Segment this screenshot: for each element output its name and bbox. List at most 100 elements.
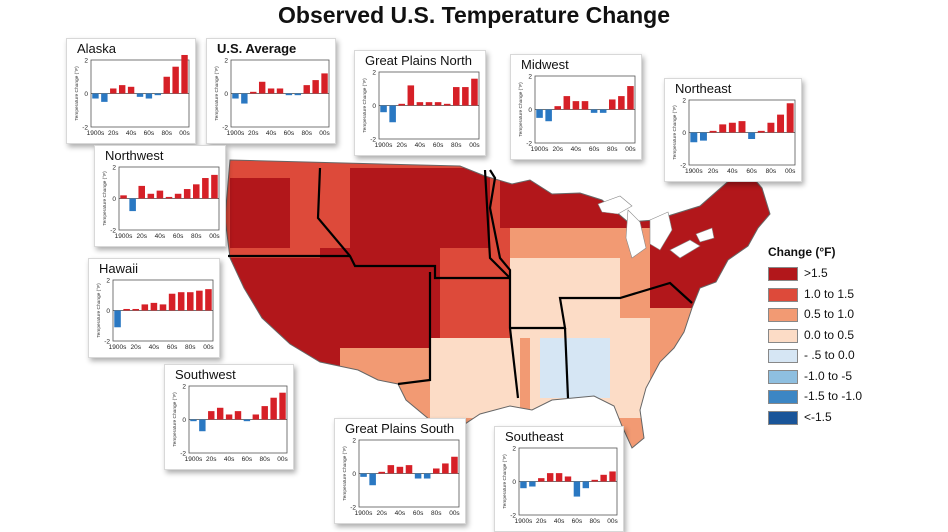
midwest-panel: Midwest 2 0 -2 Temperature Change (°F) 1900s…: [510, 54, 642, 160]
bar-1900s: [690, 132, 698, 143]
x-tick-label: 1900s: [109, 344, 127, 351]
y-tick-label: -2: [680, 163, 686, 170]
bar-1900s: [190, 419, 197, 422]
x-tick-label: 60s: [572, 518, 583, 525]
legend-label: 0.0 to 0.5: [804, 327, 855, 342]
legend: Change (°F) >1.5 1.0 to 1.5 0.5 to 1.0 0.0 …: [762, 245, 902, 435]
bar-70s: [582, 481, 590, 489]
bar-40s: [396, 466, 404, 474]
x-tick-label: 00s: [785, 168, 796, 175]
bar-90s: [618, 96, 625, 110]
northeast-panel: Northeast 2 0 -2 Temperature Change (°F) 190…: [664, 78, 802, 182]
y-tick-label: 0: [84, 91, 88, 98]
southwest-title: Southwest: [175, 367, 236, 382]
bar-20s: [709, 130, 717, 133]
bar-00s: [471, 78, 478, 106]
y-tick-label: 2: [682, 98, 686, 105]
x-tick-label: 80s: [185, 344, 196, 351]
y-tick-label: 0: [182, 417, 186, 424]
bar-90s: [777, 114, 785, 133]
bar-60s: [145, 93, 153, 99]
legend-swatch: [768, 410, 798, 425]
bar-00s: [451, 456, 458, 474]
bar-80s: [767, 122, 775, 133]
bar-50s: [581, 101, 589, 110]
bar-90s: [442, 463, 449, 474]
bar-20s: [208, 411, 215, 420]
x-tick-label: 20s: [248, 130, 259, 137]
bar-40s: [267, 88, 275, 94]
x-tick-label: 60s: [242, 456, 253, 463]
y-tick-label: -2: [222, 125, 228, 132]
y-tick-label: 2: [528, 74, 532, 81]
x-tick-label: 1900s: [115, 233, 133, 240]
y-tick-label: 2: [352, 438, 356, 445]
y-axis-label: Temperature Change (°F): [214, 66, 220, 121]
x-tick-label: 20s: [206, 456, 217, 463]
x-tick-label: 40s: [395, 510, 406, 517]
bar-50s: [159, 304, 167, 311]
x-tick-label: 20s: [376, 510, 387, 517]
southeast-title: Southeast: [505, 429, 564, 444]
y-tick-label: 2: [112, 165, 116, 172]
bar-50s: [405, 465, 413, 474]
bar-10s: [241, 93, 248, 104]
bar-40s: [728, 122, 736, 133]
x-tick-label: 00s: [209, 233, 220, 240]
legend-swatch: [768, 369, 798, 384]
bar-80s: [433, 468, 440, 474]
northeast-title: Northeast: [675, 81, 732, 96]
y-tick-label: -2: [180, 451, 186, 458]
great-plains-north-title: Great Plains North: [365, 53, 472, 68]
bar-60s: [414, 473, 422, 479]
bar-1900s: [114, 310, 121, 328]
y-axis-label: Temperature Change (°F): [502, 454, 508, 509]
bar-10s: [123, 308, 130, 311]
great-plains-north-panel: Great Plains North 2 0 -2 Temperature Chang…: [354, 50, 486, 156]
southeast-panel: Southeast 2 0 -2 Temperature Change (°F) 190…: [494, 426, 624, 532]
bar-90s: [312, 80, 319, 94]
bar-90s: [462, 87, 469, 106]
legend-swatch: [768, 308, 798, 322]
alaska-panel: Alaska 2 0 -2 Temperature Change (°F) 1900s 2…: [66, 38, 196, 144]
bar-20s: [538, 478, 545, 482]
bar-70s: [423, 473, 431, 479]
bar-1900s: [232, 93, 239, 99]
bar-1900s: [536, 109, 543, 118]
x-tick-label: 40s: [224, 456, 235, 463]
x-tick-label: 00s: [469, 142, 480, 149]
x-tick-label: 40s: [126, 130, 137, 137]
bar-70s: [757, 130, 765, 133]
bar-70s: [183, 189, 191, 199]
y-axis-label: Temperature Change (°F): [172, 392, 178, 447]
bar-60s: [168, 293, 176, 311]
bar-90s: [196, 290, 203, 311]
x-tick-label: 80s: [259, 456, 270, 463]
bar-40s: [555, 473, 563, 482]
x-tick-label: 1900s: [685, 168, 703, 175]
bar-80s: [163, 76, 170, 94]
bar-70s: [294, 93, 302, 96]
bar-1900s: [360, 473, 367, 477]
x-tick-label: 1900s: [531, 146, 549, 153]
legend-label: - .5 to 0.0: [804, 348, 855, 362]
x-tick-label: 60s: [284, 130, 295, 137]
x-tick-label: 60s: [413, 510, 424, 517]
bar-80s: [591, 479, 598, 482]
y-axis-label: Temperature Change (°F): [74, 66, 80, 121]
bar-80s: [453, 87, 460, 106]
x-tick-label: 00s: [319, 130, 330, 137]
bar-40s: [150, 302, 158, 311]
page-title: Observed U.S. Temperature Change: [278, 2, 670, 28]
x-tick-label: 20s: [108, 130, 119, 137]
y-tick-label: 2: [106, 278, 110, 285]
us-temperature-map: [224, 159, 771, 449]
legend-label: 1.0 to 1.5: [804, 286, 855, 301]
y-tick-label: 0: [512, 479, 516, 486]
great-plains-south-title: Great Plains South: [345, 421, 455, 436]
